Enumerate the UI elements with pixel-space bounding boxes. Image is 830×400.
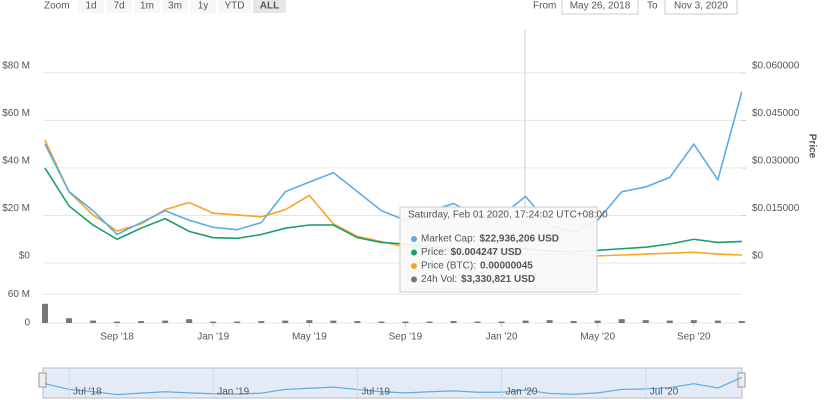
to-value[interactable]: Nov 3, 2020 (674, 1, 728, 12)
y-tick-label: $20 M (2, 203, 30, 214)
y-tick-label: $0 (19, 251, 31, 262)
x-tick-label: May '20 (580, 332, 615, 343)
tooltip-date: Saturday, Feb 01 2020, 17:24:02 UTC+08:0… (408, 210, 608, 221)
y-tick-label: $60 M (2, 108, 30, 119)
x-tick-label: Sep '20 (677, 332, 711, 343)
volume-bar (594, 320, 601, 323)
zoom-button-label[interactable]: ALL (260, 1, 279, 12)
zoom-button-label[interactable]: 3m (168, 1, 182, 12)
tooltip-value: 0.00000045 (480, 261, 533, 272)
tooltip-label: Price: (421, 247, 447, 258)
volume-bar (258, 321, 265, 323)
x-tick-label: Jan '19 (197, 332, 229, 343)
zoom-button-label[interactable]: 1d (85, 1, 96, 12)
zoom-button-label[interactable]: 7d (113, 1, 124, 12)
x-tick-label: May '19 (292, 332, 327, 343)
volume-bar (378, 321, 385, 323)
navigator-label: Jan '19 (217, 387, 249, 398)
volume-bar (690, 320, 697, 323)
y-tick-label: $80 M (2, 60, 30, 71)
zoom-button[interactable] (253, 0, 286, 13)
tooltip-label: Market Cap: (421, 234, 475, 245)
y2-tick-label: $0.060000 (752, 61, 800, 72)
zoom-button[interactable] (190, 0, 216, 13)
tooltip-dot (411, 236, 417, 242)
tooltip-label: 24h Vol: (421, 274, 457, 285)
zoom-button[interactable] (218, 0, 251, 13)
navigator-label: Jul '20 (650, 387, 679, 398)
tooltip-value: $0.004247 USD (451, 247, 522, 258)
volume-bar (498, 321, 505, 323)
tooltip-dot (411, 263, 417, 269)
y2-tick-label: $0 (752, 251, 764, 262)
to-label: To (647, 1, 658, 12)
volume-tick-label: 0 (24, 318, 30, 329)
y2-tick-label: $0.015000 (752, 203, 800, 214)
volume-bar (570, 321, 577, 323)
tooltip-dot (411, 276, 417, 283)
volume-bar (714, 320, 721, 323)
volume-bar (402, 321, 409, 323)
volume-bar (330, 320, 337, 323)
navigator-handle[interactable] (737, 372, 746, 388)
zoom-label: Zoom (44, 1, 70, 12)
volume-bar (522, 320, 529, 323)
y2-axis-title: Price (806, 134, 817, 159)
x-tick-label: Jan '20 (486, 332, 518, 343)
volume-bar (282, 320, 289, 323)
volume-bar (546, 320, 553, 323)
volume-bar (642, 320, 649, 323)
from-value[interactable]: May 26, 2018 (570, 1, 631, 12)
zoom-button[interactable] (162, 0, 188, 13)
volume-bar (114, 321, 121, 323)
tooltip (399, 206, 598, 293)
volume-bar (474, 321, 481, 323)
volume-bar (354, 321, 361, 323)
zoom-button[interactable] (78, 0, 104, 13)
navigator-label: Jan '20 (506, 387, 538, 398)
tooltip-label: Price (BTC): (421, 261, 476, 272)
volume-bar (42, 303, 48, 323)
tooltip-value: $22,936,206 USD (479, 234, 559, 245)
navigator-handle[interactable] (38, 372, 47, 388)
from-input[interactable] (561, 0, 639, 15)
tooltip-value: $3,330,821 USD (461, 274, 535, 285)
series-line (44, 91, 743, 236)
zoom-button-label[interactable]: YTD (225, 1, 245, 12)
volume-bar (738, 321, 745, 323)
volume-bar (426, 321, 433, 323)
y-tick-label: $40 M (2, 156, 30, 167)
navigator-label: Jul '18 (73, 387, 102, 398)
navigator-label: Jul '19 (361, 387, 390, 398)
zoom-button[interactable] (134, 0, 160, 13)
volume-bar (186, 319, 193, 323)
volume-bar (138, 321, 145, 323)
zoom-button-label[interactable]: 1y (198, 1, 209, 12)
y2-tick-label: $0.045000 (752, 108, 800, 119)
x-tick-label: Sep '18 (100, 332, 134, 343)
zoom-button-label[interactable]: 1m (140, 1, 154, 12)
volume-bar (306, 320, 313, 323)
zoom-button[interactable] (106, 0, 132, 13)
to-input[interactable] (664, 0, 738, 15)
volume-bar (210, 321, 217, 323)
from-label: From (533, 1, 556, 12)
volume-bar (450, 321, 457, 323)
tooltip-dot (411, 249, 417, 256)
volume-bar (234, 321, 241, 323)
series-line (44, 167, 742, 253)
volume-bar (66, 318, 73, 323)
volume-bar (618, 319, 625, 323)
navigator (42, 367, 743, 399)
volume-bar (90, 320, 97, 323)
volume-bar (162, 320, 169, 323)
x-tick-label: Sep '19 (389, 332, 423, 343)
volume-bar (666, 320, 673, 323)
y2-tick-label: $0.030000 (752, 156, 800, 167)
navigator-line (44, 376, 743, 396)
volume-tick-label: 60 M (8, 289, 30, 300)
